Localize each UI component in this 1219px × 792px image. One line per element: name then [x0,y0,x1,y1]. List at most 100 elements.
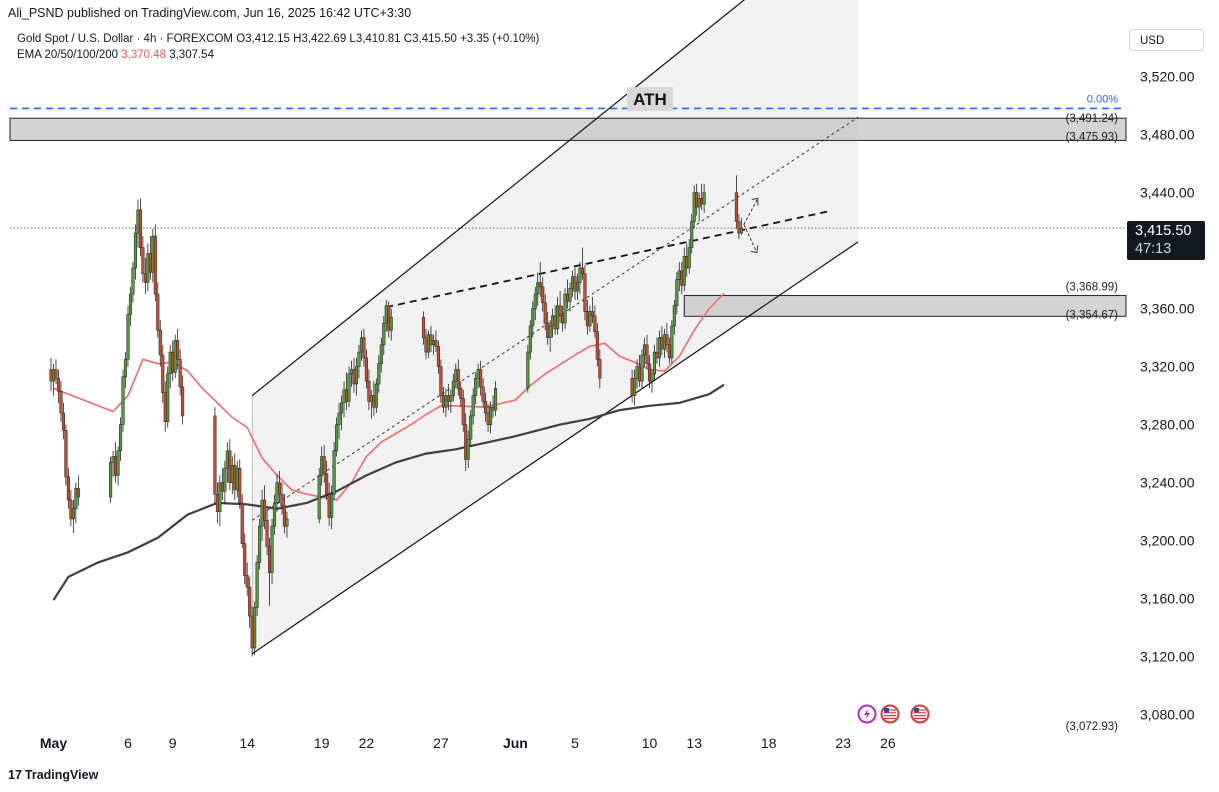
candle[interactable] [322,444,326,483]
candle[interactable] [354,357,359,396]
candle[interactable] [337,402,341,440]
resistance-trendline[interactable] [386,210,829,309]
candle[interactable] [533,286,537,321]
candle[interactable] [123,352,128,389]
candle[interactable] [161,344,165,403]
candle[interactable] [243,533,247,585]
candle[interactable] [153,224,157,302]
candle[interactable] [364,349,368,389]
candle[interactable] [238,459,242,509]
candle[interactable] [265,508,269,556]
candle[interactable] [220,468,224,501]
candle[interactable] [645,334,649,370]
candle[interactable] [225,442,229,483]
candle[interactable] [51,363,56,396]
bearish-arrow[interactable] [743,224,758,253]
candle[interactable] [531,301,535,338]
candle[interactable] [434,330,438,353]
currency-button[interactable]: USD [1129,29,1204,51]
candle[interactable] [213,407,217,505]
candle[interactable] [479,360,483,396]
candle[interactable] [650,369,654,393]
candle[interactable] [181,375,185,425]
candle[interactable] [156,282,160,338]
candle[interactable] [332,442,336,501]
candle[interactable] [640,349,644,389]
candle[interactable] [568,282,572,312]
candle[interactable] [277,471,282,503]
candle[interactable] [682,247,686,292]
candle[interactable] [536,272,540,306]
candle[interactable] [481,378,485,408]
candle[interactable] [163,381,167,432]
candle[interactable] [556,296,560,335]
channel-lower[interactable] [251,241,859,655]
candle[interactable] [230,456,234,495]
candle[interactable] [379,337,383,373]
candle[interactable] [739,217,743,235]
candle[interactable] [593,305,597,338]
candle[interactable] [49,357,53,392]
candle[interactable] [598,349,602,389]
candle[interactable] [543,294,547,331]
candle[interactable] [272,494,277,535]
candle[interactable] [233,453,237,501]
candle[interactable] [374,378,378,414]
candle[interactable] [439,359,443,403]
candle[interactable] [575,273,580,300]
candle[interactable] [340,395,344,431]
candle[interactable] [652,344,657,382]
candle[interactable] [64,424,68,486]
candle[interactable] [54,359,58,385]
candle[interactable] [563,288,567,329]
candle[interactable] [228,439,232,490]
candle[interactable] [280,482,284,515]
candle[interactable] [541,276,545,312]
candle[interactable] [474,372,478,405]
candle[interactable] [285,511,289,538]
channel-midline[interactable] [251,116,859,521]
candle[interactable] [121,369,125,432]
candle[interactable] [166,366,170,428]
candle[interactable] [633,369,637,406]
candle[interactable] [128,286,133,326]
candle[interactable] [436,340,440,374]
candle[interactable] [74,482,78,524]
candle[interactable] [449,389,453,414]
candle[interactable] [151,228,155,283]
candle[interactable] [456,359,460,396]
symbol-name[interactable]: Gold Spot / U.S. Dollar · 4h · FOREXCOM [17,33,234,45]
candle[interactable] [126,305,130,367]
candle[interactable] [248,576,252,628]
candle[interactable] [111,450,115,477]
candle[interactable] [466,430,470,469]
candle[interactable] [245,562,249,596]
candle[interactable] [665,323,669,353]
candle[interactable] [526,344,530,393]
candle[interactable] [119,417,123,461]
candle[interactable] [595,323,599,367]
dividend-event-icon[interactable] [857,704,877,724]
tradingview-logo[interactable]: 17 TradingView [8,768,98,782]
candle[interactable] [282,494,286,534]
candle[interactable] [367,369,371,411]
candle[interactable] [168,344,172,389]
candle[interactable] [76,475,80,506]
candle[interactable] [489,401,493,434]
candle[interactable] [218,475,222,527]
candle[interactable] [317,468,321,524]
candle[interactable] [69,489,73,527]
candle[interactable] [583,265,587,321]
candle[interactable] [357,344,361,379]
candle[interactable] [255,555,259,617]
channel-upper[interactable] [251,0,858,397]
candle[interactable] [114,442,118,483]
candle[interactable] [158,320,162,367]
candle[interactable] [258,518,262,570]
us-flag-event-icon-2[interactable] [910,704,930,724]
candle[interactable] [647,354,652,389]
candle[interactable] [471,388,475,425]
candle[interactable] [672,299,676,335]
candle[interactable] [240,494,244,548]
